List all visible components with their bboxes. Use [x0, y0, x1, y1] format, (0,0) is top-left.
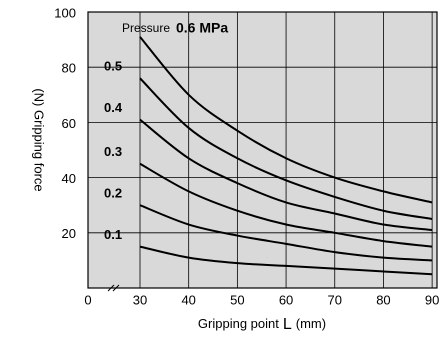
x-tick-label: 90	[425, 292, 439, 307]
x-axis-label: Gripping point L (mm)	[198, 316, 326, 332]
curve	[139, 162, 433, 248]
curve	[139, 204, 433, 262]
legend-label: 0.4	[104, 100, 123, 115]
y-axis-label: (N) Gripping force	[32, 88, 47, 191]
x-tick-label: 0	[84, 292, 91, 307]
x-tick-label: 70	[328, 292, 342, 307]
x-axis-label-part: Gripping point	[198, 316, 279, 331]
x-tick-label: 80	[376, 292, 390, 307]
y-tick-label: 60	[62, 116, 76, 131]
legend-label: 0.3	[104, 144, 122, 159]
y-tick-label: 100	[54, 5, 76, 20]
plot-area	[87, 11, 438, 289]
y-tick-label: 40	[62, 171, 76, 186]
x-axis-label-part: L	[283, 316, 292, 332]
x-axis-label-part: (mm)	[296, 316, 326, 331]
legend-label: 0.2	[104, 186, 122, 201]
x-tick-label: 30	[133, 292, 147, 307]
x-tick-label: 60	[279, 292, 293, 307]
legend-label: 0.1	[104, 227, 122, 242]
annotation: Pressure	[122, 21, 170, 35]
curve	[139, 245, 433, 276]
x-tick-label: 50	[230, 292, 244, 307]
legend-label: 0.5	[104, 59, 122, 74]
curve	[139, 36, 433, 204]
y-tick-label: 80	[62, 61, 76, 76]
curve	[139, 118, 433, 232]
x-tick-label: 40	[181, 292, 195, 307]
curve	[139, 77, 433, 220]
legend-label: 0.6 MPa	[176, 20, 228, 36]
y-tick-label: 20	[62, 226, 76, 241]
axis-break	[107, 284, 120, 292]
